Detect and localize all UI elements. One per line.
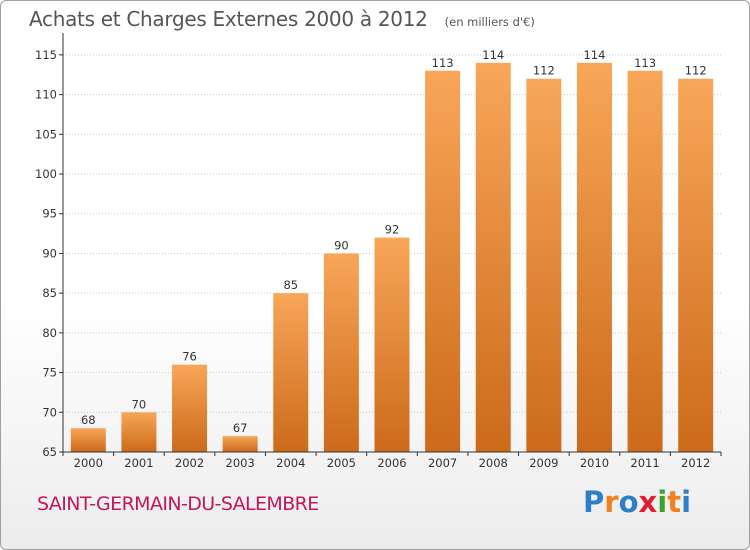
x-tick-label: 2004 [276,456,305,470]
x-tick-label: 2001 [124,456,153,470]
y-tick-label: 105 [35,127,57,141]
chart-title: Achats et Charges Externes 2000 à 2012 [29,7,428,31]
data-label: 113 [634,56,656,70]
bar-2003 [222,436,258,452]
title-row: Achats et Charges Externes 2000 à 2012 (… [29,7,535,31]
data-label: 112 [685,64,707,78]
bars [70,62,714,453]
bar-2000 [70,428,106,452]
logo-letter: P [583,485,605,519]
bar-2010 [576,62,612,452]
chart-subtitle: (en milliers d'€) [444,15,535,29]
bar-2002 [172,364,208,452]
data-label: 85 [283,278,298,292]
y-tick-label: 95 [42,207,57,221]
logo-letter: i [681,485,692,519]
bar-2005 [323,253,359,452]
x-tick-label: 2000 [74,456,103,470]
x-tick-label: 2002 [175,456,204,470]
x-tick-label: 2007 [428,456,457,470]
proxiti-logo[interactable]: Proxiti [583,485,691,519]
data-label: 90 [334,238,349,252]
bar-2006 [374,237,410,452]
axes: 65 70 75 80 85 90 95 100 105 110 115 2000 2001 2002 20… [35,33,722,470]
logo-letter: t [667,485,682,519]
data-label: 114 [583,48,605,62]
y-tick-label: 70 [42,405,57,419]
x-tick-label: 2009 [529,456,558,470]
y-tick-label: 115 [35,48,57,62]
data-label: 113 [432,56,454,70]
bar-2009 [526,78,562,452]
y-tick-label: 80 [42,326,57,340]
y-tick-label: 110 [35,88,57,102]
x-tick-label: 2012 [681,456,710,470]
logo-letter: i [657,485,668,519]
x-tick-label: 2006 [377,456,406,470]
x-tick-label: 2005 [327,456,356,470]
data-label: 70 [132,397,147,411]
data-label: 112 [533,64,555,78]
x-tick-label: 2008 [479,456,508,470]
y-tick-label: 90 [42,246,57,260]
bar-2004 [273,293,309,452]
bar-2011 [627,70,663,453]
y-tick-label: 85 [42,286,57,300]
data-label: 67 [233,421,248,435]
data-labels: 68 70 76 67 85 90 92 113 114 112 114 113 112 [81,48,707,435]
y-tick-label: 75 [42,366,57,380]
y-tick-label: 100 [35,167,57,181]
bar-2008 [475,62,511,452]
x-tick-label: 2003 [226,456,255,470]
x-tick-label: 2011 [630,456,659,470]
logo-letter: r [604,485,619,519]
bar-2007 [425,70,461,453]
bar-2012 [678,78,714,452]
data-label: 76 [182,350,197,364]
x-tick-label: 2010 [580,456,609,470]
bar-2001 [121,412,157,452]
town-name: SAINT-GERMAIN-DU-SALEMBRE [37,493,319,515]
logo-letter: x [638,485,658,519]
y-tick-label: 65 [42,445,57,459]
data-label: 114 [482,48,504,62]
logo-letter: o [618,485,639,519]
data-label: 68 [81,413,96,427]
data-label: 92 [385,223,400,237]
